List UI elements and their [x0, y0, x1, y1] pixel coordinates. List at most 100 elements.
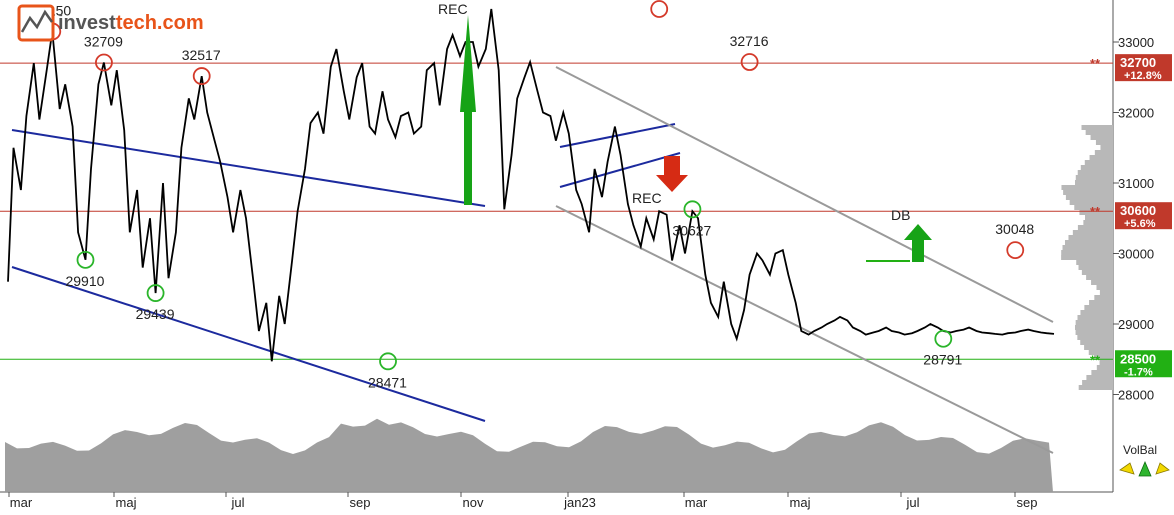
- volume-profile-bar: [1064, 240, 1113, 245]
- volume-profile-bar: [1062, 245, 1113, 250]
- volume-profile-bar: [1074, 205, 1113, 210]
- trend-line: [559, 152, 681, 188]
- signal-label: REC: [632, 190, 662, 206]
- top-pivot-marker: [650, 0, 669, 18]
- pivot-label: 29439: [136, 306, 175, 322]
- trend-line: [11, 129, 486, 207]
- trend-line: [11, 266, 486, 422]
- pivot-label: 32716: [730, 33, 769, 49]
- level-change: +12.8%: [1124, 70, 1162, 82]
- volume-profile-bar: [1099, 290, 1113, 295]
- signal-label: DB: [891, 207, 910, 223]
- volume-profile: [1061, 125, 1113, 390]
- volbal-arrow-icon: [1155, 462, 1170, 475]
- volbal-label: VolBal: [1123, 443, 1157, 457]
- volbal-arrow-icon: [1138, 460, 1152, 477]
- y-tick-label: 31000: [1118, 176, 1154, 191]
- volume-profile-bar: [1077, 170, 1113, 175]
- volume-profile-bar: [1100, 145, 1113, 150]
- volume-profile-bar: [1079, 210, 1113, 215]
- volume-profile-bar: [1061, 255, 1113, 260]
- volume-profile-bar: [1077, 315, 1113, 320]
- x-tick-label: sep: [1017, 495, 1038, 510]
- plot-area: [0, 0, 1113, 492]
- level-badges: ** 32700+12.8% ** 30600+5.6% ** 28500-1.7%: [1090, 54, 1172, 378]
- bottom-pivot-marker: [379, 352, 397, 371]
- volume-profile-bar: [1085, 215, 1113, 220]
- x-tick-label: maj: [790, 495, 811, 510]
- volume-profile-bar: [1082, 380, 1113, 385]
- volume-profile-bar: [1090, 135, 1113, 140]
- volbal-arrow-icon: [1119, 462, 1135, 475]
- level-badge: [1115, 350, 1172, 378]
- level-marker-stars: **: [1090, 352, 1101, 367]
- volume-profile-bar: [1080, 165, 1113, 170]
- volume-profile-bar: [1096, 365, 1113, 370]
- pivot-label: 32709: [84, 34, 123, 50]
- trend-line: [555, 205, 1054, 454]
- volume-profile-bar: [1091, 280, 1113, 285]
- volume-profile-bar: [1072, 230, 1113, 235]
- pivot-label: 30627: [672, 222, 711, 238]
- volume-profile-bar: [1069, 200, 1113, 205]
- x-tick-label: sep: [350, 495, 371, 510]
- volume-profile-bar: [1088, 350, 1113, 355]
- level-change: -1.7%: [1124, 366, 1153, 378]
- volume-profile-bar: [1063, 190, 1113, 195]
- x-tick-label: nov: [463, 495, 484, 510]
- signal-arrows: REC REC DB: [438, 1, 932, 262]
- level-badge: [1115, 54, 1172, 82]
- volume-profile-bar: [1080, 310, 1113, 315]
- volume-profile-bar: [1093, 355, 1113, 360]
- top-pivot-marker: [192, 67, 211, 85]
- top-pivot-marker: [740, 53, 759, 71]
- bottom-pivot-marker: [76, 250, 95, 269]
- price-line: [7, 8, 1055, 362]
- level-value: 28500: [1120, 351, 1156, 366]
- volume-profile-bar: [1084, 345, 1113, 350]
- investtech-logo[interactable]: investtech.com: [17, 4, 204, 42]
- x-tick-label: mar: [10, 495, 33, 510]
- volume-profile-bar: [1061, 185, 1113, 190]
- horizontal-levels: [0, 62, 1113, 360]
- volume-profile-bar: [1075, 325, 1113, 330]
- volume-profile-bar: [1077, 335, 1113, 340]
- volume-profile-bar: [1068, 235, 1113, 240]
- volume-profile-bar: [1086, 375, 1113, 380]
- x-tick-label: jan23: [563, 495, 596, 510]
- y-tick-label: 30000: [1118, 247, 1154, 262]
- level-value: 32700: [1120, 55, 1156, 70]
- pivot-markers: 3315032709325172991029439284713346832716…: [32, 0, 1034, 390]
- level-marker-stars: **: [1090, 204, 1101, 219]
- logo-text: investtech.com: [58, 12, 204, 34]
- volume-profile-bar: [1091, 370, 1113, 375]
- x-tick-label: maj: [116, 495, 137, 510]
- volume-profile-bar: [1065, 195, 1113, 200]
- volume-profile-bar: [1078, 265, 1113, 270]
- y-tick-label: 33000: [1118, 35, 1154, 50]
- top-pivot-marker: [1006, 241, 1025, 260]
- volume-profile-bar: [1084, 305, 1113, 310]
- volbal-arrows: [1119, 460, 1170, 477]
- bottom-pivot-marker: [683, 200, 702, 219]
- volume-profile-bar: [1075, 330, 1113, 335]
- volume-profile-bar: [1077, 225, 1113, 230]
- volume-profile-bar: [1086, 275, 1113, 280]
- volume-area: [5, 418, 1053, 492]
- logo-icon: [17, 4, 55, 42]
- buy-arrow-icon: [460, 15, 476, 205]
- bottom-pivot-marker: [934, 329, 953, 348]
- x-tick-label: mar: [685, 495, 708, 510]
- price-series: [7, 8, 1055, 362]
- bottom-pivot-marker: [146, 284, 165, 302]
- y-tick-label: 28000: [1118, 388, 1154, 403]
- volume-profile-bar: [1095, 140, 1113, 145]
- signal-label: REC: [438, 1, 468, 17]
- pivot-label: 30048: [995, 221, 1034, 237]
- sell-arrow-icon: [656, 156, 688, 192]
- y-tick-label: 32000: [1118, 106, 1154, 121]
- volume-profile-bar: [1099, 360, 1113, 365]
- volume-profile-bar: [1096, 285, 1113, 290]
- level-value: 30600: [1120, 203, 1156, 218]
